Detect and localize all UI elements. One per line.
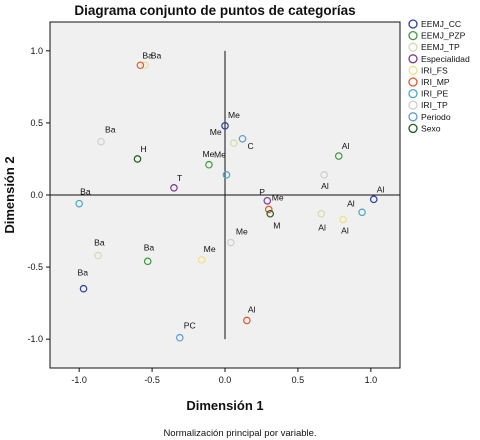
point-label-iri-tp-ba: Ba (105, 125, 116, 135)
x-tick-label: 0.5 (292, 375, 305, 385)
y-axis-title: Dimensión 2 (2, 156, 17, 233)
point-periodo-c (238, 134, 247, 143)
chart-title: Diagrama conjunto de puntos de categoría… (74, 3, 355, 18)
point-label-iri-tp-me: Me (236, 227, 248, 237)
legend-label-eemj-tp: EEMJ_TP (421, 42, 460, 52)
point-label-iri-mp-al: Al (248, 304, 256, 314)
legend-label-especialidad: Especialidad (421, 54, 470, 64)
point-eemj-tp-ba (94, 251, 102, 260)
point-eemj-tp-me (229, 139, 238, 147)
point-label-sexo-h: H (141, 144, 147, 154)
point-label-iri-fs-al: Al (341, 226, 349, 236)
legend-marker-especialidad (408, 54, 418, 64)
point-label-eemj-cc-al: Al (377, 184, 385, 194)
point-iri-tp-me (227, 238, 235, 247)
legend-label-iri-mp: IRI_MP (421, 77, 450, 87)
point-label-periodo-c: C (248, 141, 254, 151)
point-iri-pe-me (222, 171, 231, 179)
point-label-eemj-pzp-me: Me (214, 150, 226, 160)
legend-label-iri-tp: IRI_TP (421, 100, 448, 110)
x-axis: -1.0 -0.5 0.0 0.5 1.0 (71, 368, 377, 385)
x-axis-title: Dimensión 1 (186, 398, 263, 413)
point-iri-mp-al (243, 316, 251, 325)
point-iri-fs-me (197, 256, 206, 264)
point-label-iri-pe-ba: Ba (80, 187, 91, 197)
point-label-periodo-pc: PC (184, 321, 196, 331)
point-sexo-h (133, 155, 142, 163)
y-tick-label: -1.0 (27, 334, 43, 344)
point-label-iri-fs-ba: Ba (151, 50, 162, 60)
point-iri-mp-ba (136, 61, 145, 70)
point-label-iri-tp-al: Al (321, 181, 329, 191)
x-tick-label: -1.0 (71, 375, 87, 385)
point-eemj-tp-al (317, 209, 326, 218)
legend-label-iri-pe: IRI_PE (421, 89, 448, 99)
legend-marker-iri-fs (408, 65, 418, 76)
point-label-eemj-tp-al: Al (318, 223, 326, 233)
x-tick-label: -0.5 (144, 375, 160, 385)
point-label-eemj-cc-ba: Ba (78, 268, 89, 278)
point-especialidad-p (263, 196, 272, 205)
point-label-eemj-tp-ba: Ba (94, 238, 105, 248)
footnote: Normalización principal por variable. (163, 428, 316, 439)
legend-marker-periodo (408, 112, 418, 122)
point-label-iri-pe-me: Me (202, 149, 214, 159)
point-label-iri-fs-me: Me (204, 244, 216, 254)
x-tick-label: 0.0 (219, 375, 232, 385)
legend-label-eemj-cc: EEMJ_CC (421, 19, 461, 29)
y-tick-label: 1.0 (30, 46, 43, 56)
point-label-eemj-pzp-al: Al (342, 141, 350, 151)
legend-label-periodo: Periodo (421, 112, 451, 122)
point-iri-pe-ba (75, 199, 83, 208)
legend-label-sexo: Sexo (421, 123, 441, 133)
point-label-eemj-cc-me: Me (228, 110, 240, 120)
legend-marker-iri-pe (408, 88, 418, 99)
legend-marker-eemj-cc (408, 19, 418, 29)
point-eemj-cc-me (221, 122, 229, 130)
point-sexo-m (266, 209, 275, 218)
point-iri-fs-al (339, 215, 347, 224)
point-iri-mp-me (264, 205, 273, 214)
point-eemj-cc-al (369, 195, 378, 204)
point-eemj-cc-ba (79, 284, 88, 293)
x-tick-label: 1.0 (365, 375, 378, 385)
point-eemj-pzp-ba (143, 257, 152, 266)
point-label-iri-pe-al: Al (347, 198, 355, 208)
point-label-iri-mp-me: Me (272, 192, 284, 202)
y-tick-label: 0.5 (30, 118, 43, 128)
legend-label-eemj-pzp: EEMJ_PZP (421, 31, 466, 41)
y-tick-label: 0.0 (30, 190, 43, 200)
point-iri-tp-al (320, 171, 328, 179)
point-label-eemj-pzp-ba: Ba (144, 242, 155, 252)
point-especialidad-t (170, 183, 178, 192)
legend-marker-iri-tp (408, 100, 418, 110)
legend-marker-eemj-pzp (408, 30, 418, 41)
legend-marker-iri-mp (408, 77, 418, 87)
reference-lines (50, 50, 400, 340)
y-axis: 1.0 0.5 0.0 -0.5 -1.0 (27, 46, 50, 344)
point-iri-tp-ba (97, 137, 105, 146)
point-label-eemj-tp-me: Me (210, 127, 222, 137)
point-label-especialidad-t: T (177, 173, 183, 183)
legend-marker-eemj-tp (408, 42, 418, 52)
point-label-iri-mp-ba: Ba (142, 50, 153, 60)
point-iri-pe-al (358, 208, 366, 217)
point-periodo-pc (175, 333, 184, 342)
point-eemj-pzp-al (334, 152, 343, 160)
point-iri-fs-ba (140, 61, 149, 70)
legend-label-iri-fs: IRI_FS (421, 65, 448, 75)
y-tick-label: -0.5 (27, 262, 43, 272)
data-points: Al Ba Me Al Ba Me Al Ba Me P T Al Ba Me Al Ba Me Al Ba Me Al… (75, 50, 385, 342)
point-label-especialidad-p: P (259, 187, 265, 197)
legend-marker-sexo (408, 123, 418, 134)
point-eemj-pzp-me (205, 160, 213, 169)
point-label-sexo-m: M (273, 221, 280, 231)
